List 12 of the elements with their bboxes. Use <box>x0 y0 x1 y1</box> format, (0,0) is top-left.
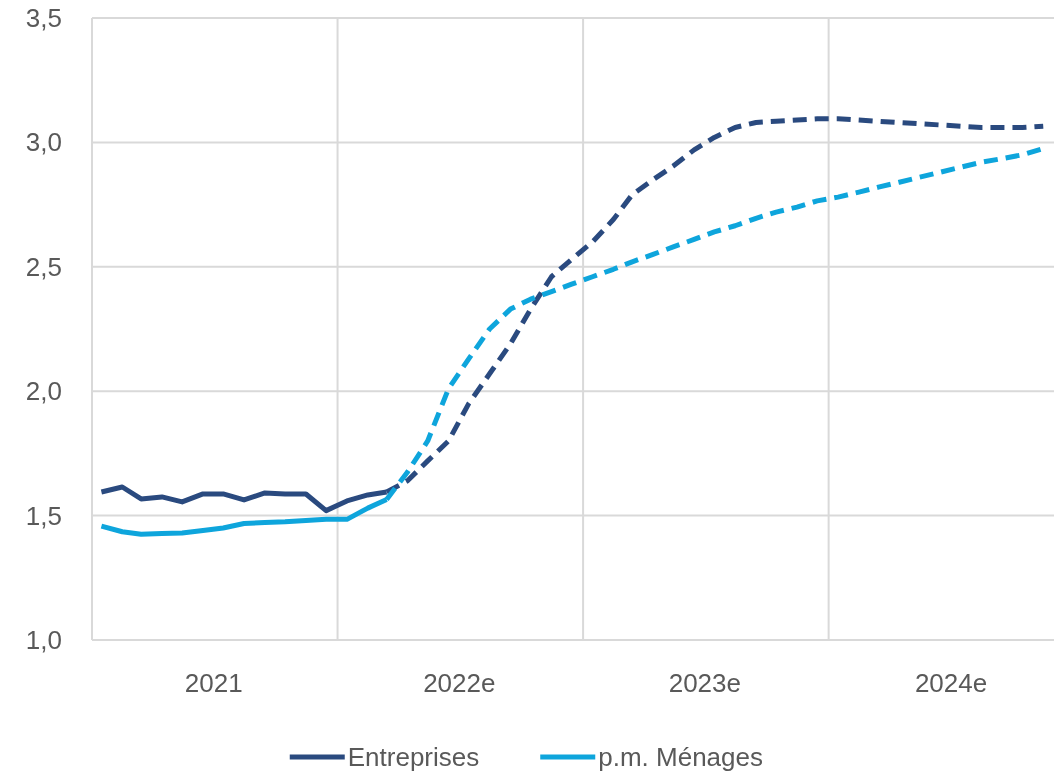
y-tick-label: 2,5 <box>25 251 62 282</box>
y-tick-label: 1,5 <box>25 500 62 531</box>
x-tick-label: 2024e <box>914 668 988 698</box>
x-tick-label: 2023e <box>668 668 742 698</box>
legend-label: p.m. Ménages <box>598 742 763 772</box>
x-tick-label: 2022e <box>423 668 496 698</box>
y-tick-label: 3,5 <box>25 3 62 33</box>
x-tick-label: 2021 <box>184 668 243 698</box>
y-tick-label: 2,0 <box>25 376 62 407</box>
legend-label: Entreprises <box>347 742 480 772</box>
y-tick-label: 3,0 <box>25 127 62 158</box>
y-tick-label: 1,0 <box>25 625 62 655</box>
